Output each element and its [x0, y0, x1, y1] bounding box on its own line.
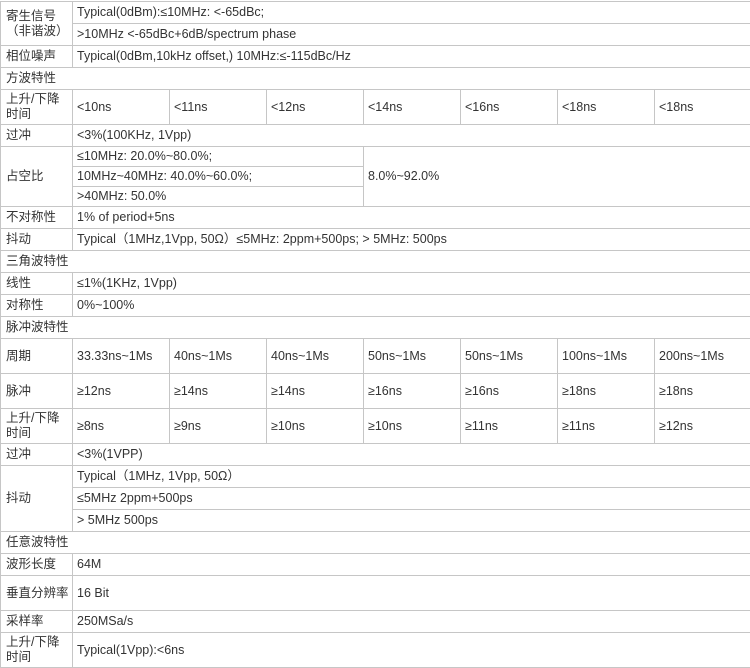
- value-cell: ≥11ns: [461, 409, 558, 444]
- value-cell: ≥10ns: [364, 409, 461, 444]
- row-label: 抖动: [1, 229, 73, 251]
- value-cell: ≥14ns: [267, 374, 364, 409]
- value-cell: ≥9ns: [170, 409, 267, 444]
- table-row: 上升/下降时间≥8ns≥9ns≥10ns≥10ns≥11ns≥11ns≥12ns: [1, 409, 750, 444]
- section-header: 方波特性: [1, 68, 750, 90]
- row-label: 占空比: [1, 147, 73, 207]
- value-cell: ≥11ns: [558, 409, 655, 444]
- row-label: 脉冲: [1, 374, 73, 409]
- value-cell: 1% of period+5ns: [73, 207, 750, 229]
- value-cell: 10MHz~40MHz: 40.0%~60.0%;: [73, 167, 364, 187]
- value-cell: 40ns~1Ms: [267, 339, 364, 374]
- row-label: 不对称性: [1, 207, 73, 229]
- value-cell: 8.0%~92.0%: [364, 147, 750, 207]
- value-cell: >10MHz <-65dBc+6dB/spectrum phase: [73, 24, 750, 46]
- table-row: 过冲<3%(100KHz, 1Vpp): [1, 125, 750, 147]
- value-cell: ≤5MHz 2ppm+500ps: [73, 488, 750, 510]
- value-cell: ≥12ns: [655, 409, 750, 444]
- table-row: 寄生信号（非谐波）Typical(0dBm):≤10MHz: <-65dBc;: [1, 2, 750, 24]
- row-label: 对称性: [1, 295, 73, 317]
- value-cell: Typical（1MHz,1Vpp, 50Ω）≤5MHz: 2ppm+500ps…: [73, 229, 750, 251]
- value-cell: ≤10MHz: 20.0%~80.0%;: [73, 147, 364, 167]
- value-cell: <10ns: [73, 90, 170, 125]
- value-cell: 100ns~1Ms: [558, 339, 655, 374]
- table-row: 脉冲≥12ns≥14ns≥14ns≥16ns≥16ns≥18ns≥18ns: [1, 374, 750, 409]
- value-cell: Typical(0dBm,10kHz offset,) 10MHz:≤-115d…: [73, 46, 750, 68]
- section-row: 三角波特性: [1, 251, 750, 273]
- value-cell: ≥18ns: [558, 374, 655, 409]
- value-cell: > 5MHz 500ps: [73, 510, 750, 532]
- row-label: 采样率: [1, 611, 73, 633]
- table-row: 线性≤1%(1KHz, 1Vpp): [1, 273, 750, 295]
- row-label: 波形长度: [1, 554, 73, 576]
- value-cell: Typical(0dBm):≤10MHz: <-65dBc;: [73, 2, 750, 24]
- section-row: 方波特性: [1, 68, 750, 90]
- value-cell: ≥8ns: [73, 409, 170, 444]
- value-cell: Typical（1MHz, 1Vpp, 50Ω）: [73, 466, 750, 488]
- value-cell: <16ns: [461, 90, 558, 125]
- value-cell: 200ns~1Ms: [655, 339, 750, 374]
- row-label: 相位噪声: [1, 46, 73, 68]
- value-cell: 40ns~1Ms: [170, 339, 267, 374]
- section-row: 脉冲波特性: [1, 317, 750, 339]
- section-row: 任意波特性: [1, 532, 750, 554]
- value-cell: <14ns: [364, 90, 461, 125]
- table-row: 占空比≤10MHz: 20.0%~80.0%;8.0%~92.0%: [1, 147, 750, 167]
- row-label: 上升/下降时间: [1, 633, 73, 668]
- value-cell: ≥12ns: [73, 374, 170, 409]
- value-cell: 50ns~1Ms: [364, 339, 461, 374]
- value-cell: ≥16ns: [364, 374, 461, 409]
- value-cell: 250MSa/s: [73, 611, 750, 633]
- row-label: 上升/下降时间: [1, 409, 73, 444]
- value-cell: ≥16ns: [461, 374, 558, 409]
- row-label: 上升/下降时间: [1, 90, 73, 125]
- value-cell: Typical(1Vpp):<6ns: [73, 633, 750, 668]
- value-cell: 16 Bit: [73, 576, 750, 611]
- table-row: >10MHz <-65dBc+6dB/spectrum phase: [1, 24, 750, 46]
- row-label: 垂直分辨率: [1, 576, 73, 611]
- value-cell: 64M: [73, 554, 750, 576]
- value-cell: <12ns: [267, 90, 364, 125]
- value-cell: <18ns: [655, 90, 750, 125]
- table-row: > 5MHz 500ps: [1, 510, 750, 532]
- section-header: 脉冲波特性: [1, 317, 750, 339]
- value-cell: 0%~100%: [73, 295, 750, 317]
- value-cell: <3%(1VPP): [73, 444, 750, 466]
- value-cell: <18ns: [558, 90, 655, 125]
- table-row: 上升/下降时间<10ns<11ns<12ns<14ns<16ns<18ns<18…: [1, 90, 750, 125]
- row-label: 周期: [1, 339, 73, 374]
- value-cell: <11ns: [170, 90, 267, 125]
- value-cell: ≥10ns: [267, 409, 364, 444]
- value-cell: ≥18ns: [655, 374, 750, 409]
- section-header: 三角波特性: [1, 251, 750, 273]
- value-cell: 33.33ns~1Ms: [73, 339, 170, 374]
- value-cell: ≥14ns: [170, 374, 267, 409]
- table-row: ≤5MHz 2ppm+500ps: [1, 488, 750, 510]
- row-label: 过冲: [1, 444, 73, 466]
- value-cell: >40MHz: 50.0%: [73, 187, 364, 207]
- value-cell: 50ns~1Ms: [461, 339, 558, 374]
- row-label: 寄生信号（非谐波）: [1, 2, 73, 46]
- value-cell: ≤1%(1KHz, 1Vpp): [73, 273, 750, 295]
- table-row: 过冲<3%(1VPP): [1, 444, 750, 466]
- row-label: 抖动: [1, 466, 73, 532]
- row-label: 线性: [1, 273, 73, 295]
- value-cell: <3%(100KHz, 1Vpp): [73, 125, 750, 147]
- row-label: 过冲: [1, 125, 73, 147]
- section-header: 任意波特性: [1, 532, 750, 554]
